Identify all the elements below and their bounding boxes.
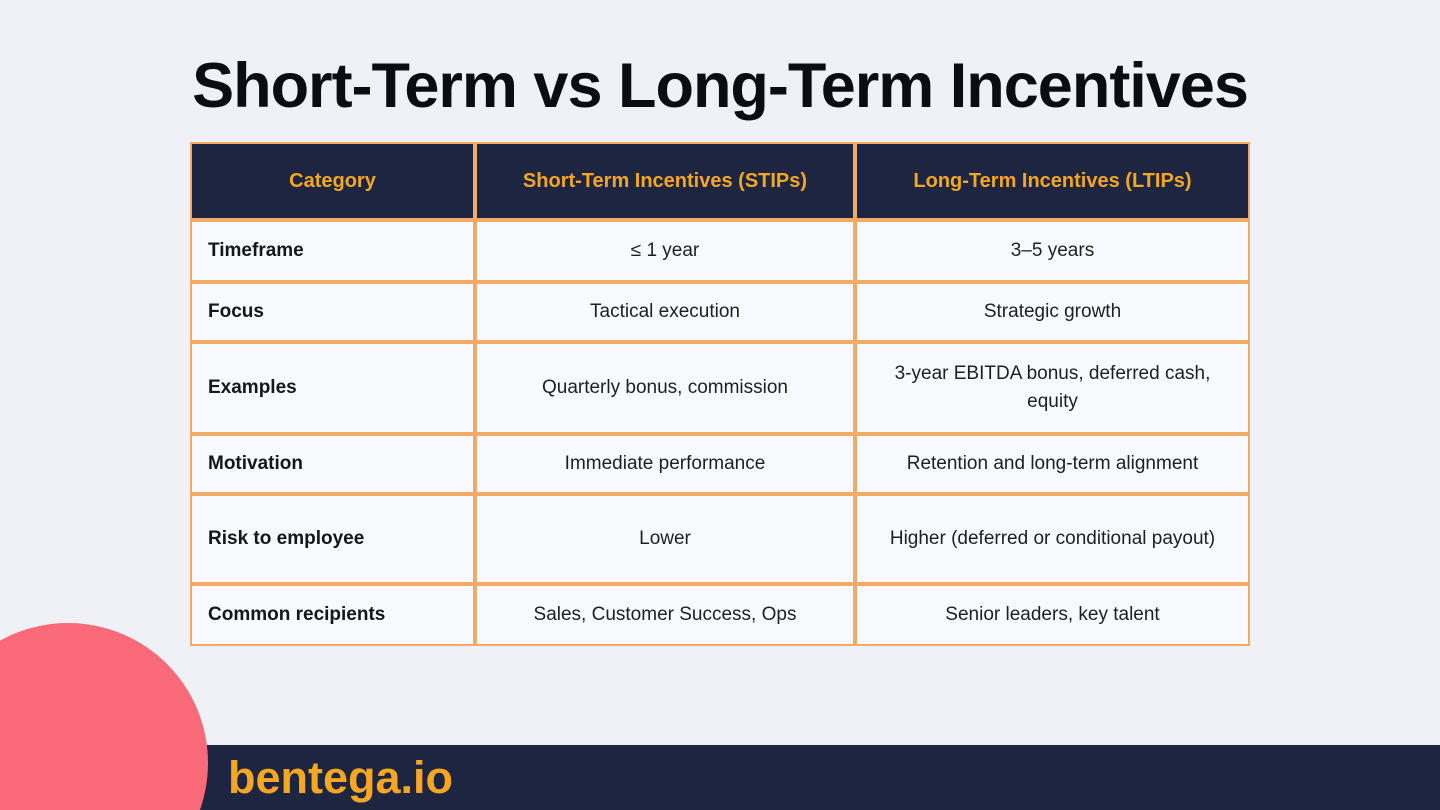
table-header-row: Category Short-Term Incentives (STIPs) L… <box>190 142 1250 220</box>
cell-recipients-stip: Sales, Customer Success, Ops <box>475 584 855 646</box>
row-label-common-recipients: Common recipients <box>190 584 475 646</box>
brand-logo: bentega.io <box>228 751 454 803</box>
table-row: Common recipients Sales, Customer Succes… <box>190 584 1250 646</box>
page-title: Short-Term vs Long-Term Incentives <box>192 51 1249 121</box>
cell-timeframe-stip: ≤ 1 year <box>475 220 855 282</box>
cell-examples-ltip: 3-year EBITDA bonus, deferred cash, equi… <box>855 342 1250 434</box>
header-category: Category <box>190 142 475 220</box>
incentives-comparison-table: Category Short-Term Incentives (STIPs) L… <box>190 142 1250 646</box>
cell-motivation-stip: Immediate performance <box>475 434 855 494</box>
incentives-table-wrapper: Category Short-Term Incentives (STIPs) L… <box>190 142 1250 646</box>
header-long-term-incentives: Long-Term Incentives (LTIPs) <box>855 142 1250 220</box>
cell-risk-stip: Lower <box>475 494 855 584</box>
row-label-focus: Focus <box>190 282 475 342</box>
cell-motivation-ltip: Retention and long-term alignment <box>855 434 1250 494</box>
row-label-examples: Examples <box>190 342 475 434</box>
cell-examples-stip: Quarterly bonus, commission <box>475 342 855 434</box>
row-label-timeframe: Timeframe <box>190 220 475 282</box>
row-label-motivation: Motivation <box>190 434 475 494</box>
table-row: Risk to employee Lower Higher (deferred … <box>190 494 1250 584</box>
row-label-risk-to-employee: Risk to employee <box>190 494 475 584</box>
cell-timeframe-ltip: 3–5 years <box>855 220 1250 282</box>
table-row: Motivation Immediate performance Retenti… <box>190 434 1250 494</box>
table-row: Focus Tactical execution Strategic growt… <box>190 282 1250 342</box>
table-row: Timeframe ≤ 1 year 3–5 years <box>190 220 1250 282</box>
table-row: Examples Quarterly bonus, commission 3-y… <box>190 342 1250 434</box>
footer-bar: bentega.io <box>0 745 1440 810</box>
decorative-pink-circle <box>0 623 208 810</box>
cell-recipients-ltip: Senior leaders, key talent <box>855 584 1250 646</box>
header-short-term-incentives: Short-Term Incentives (STIPs) <box>475 142 855 220</box>
cell-risk-ltip: Higher (deferred or conditional payout) <box>855 494 1250 584</box>
cell-focus-stip: Tactical execution <box>475 282 855 342</box>
cell-focus-ltip: Strategic growth <box>855 282 1250 342</box>
